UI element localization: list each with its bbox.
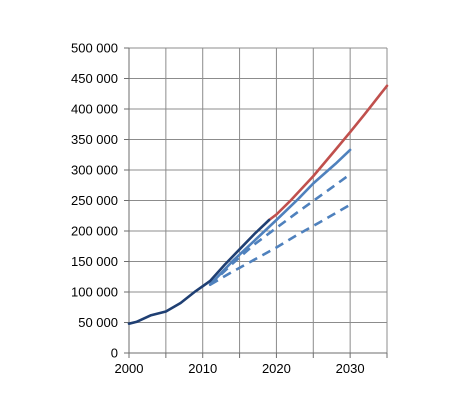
series-line-4	[209, 203, 351, 286]
y-tick-label: 50 000	[78, 315, 118, 330]
x-tick-label: 2010	[188, 361, 217, 376]
y-tick-label: 450 000	[71, 71, 118, 86]
grid	[129, 47, 388, 353]
x-tick-label: 2000	[115, 361, 144, 376]
y-tick-label: 350 000	[71, 132, 118, 147]
y-tick-label: 150 000	[71, 254, 118, 269]
y-tick-label: 0	[111, 346, 118, 361]
x-tick-label: 2020	[262, 361, 291, 376]
series-line-5	[127, 218, 271, 326]
series-line-2	[208, 148, 352, 287]
y-tick-label: 200 000	[71, 224, 118, 239]
y-tick-labels: 0 50 000 100 000 150 000 200 000 250 000 300 0…	[71, 41, 118, 361]
y-tick-label: 500 000	[71, 41, 118, 56]
x-tick-label: 2030	[336, 361, 365, 376]
series-line-1	[267, 84, 389, 222]
y-tick-label: 400 000	[71, 102, 118, 117]
x-tick-labels: 2000 2010 2020 2030	[115, 361, 365, 376]
series-line-3	[209, 173, 351, 286]
series-lines	[127, 84, 389, 326]
axes	[124, 47, 388, 358]
y-tick-label: 100 000	[71, 285, 118, 300]
y-tick-label: 250 000	[71, 193, 118, 208]
y-tick-label: 300 000	[71, 163, 118, 178]
